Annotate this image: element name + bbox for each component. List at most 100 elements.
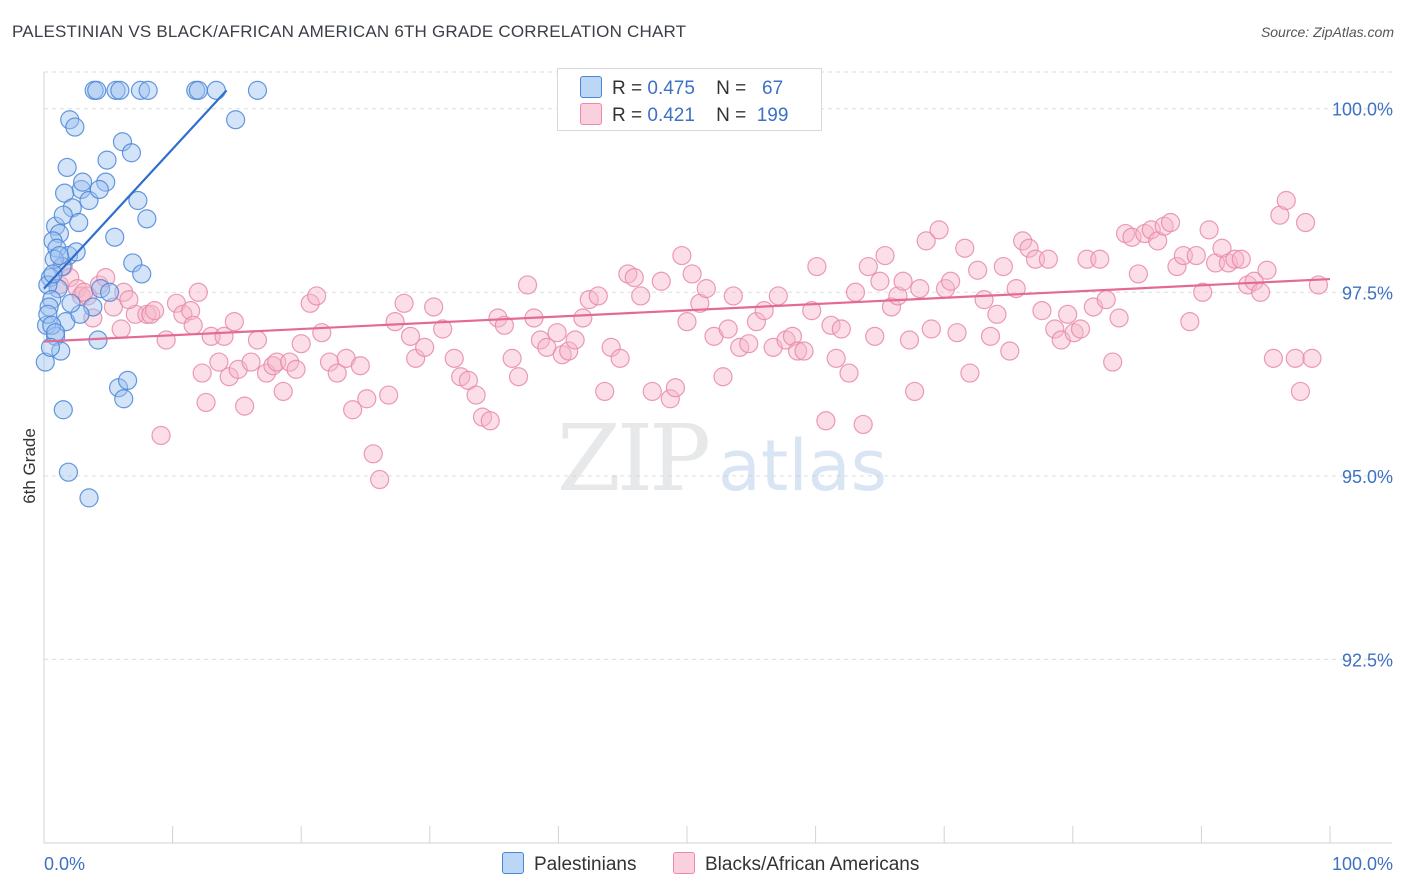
legend-swatch-blue [580, 76, 602, 98]
pink-data-point [552, 345, 572, 365]
pink-data-point [1115, 223, 1136, 244]
pink-data-point [696, 279, 716, 299]
blue-data-point [40, 337, 61, 357]
blue-data-point [110, 80, 130, 100]
pink-data-point [444, 348, 464, 368]
pink-data-point [893, 271, 913, 291]
pink-data-point [1032, 301, 1052, 321]
legend-r-value-pink: 0.421 [647, 105, 695, 126]
pink-data-point [754, 301, 774, 321]
stats-legend-row-blue: R = 0.475 N = 67 [580, 76, 783, 100]
pink-data-point [565, 330, 585, 350]
pink-data-point [517, 275, 538, 295]
pink-data-point [1154, 216, 1174, 236]
pink-data-point [1285, 348, 1305, 368]
pink-data-point [1103, 352, 1123, 372]
pink-data-point [713, 367, 733, 387]
pink-data-point [839, 363, 859, 383]
pink-data-point [508, 367, 529, 387]
pink-data-point [494, 315, 514, 335]
pink-data-point [502, 348, 522, 368]
pink-data-point [1109, 308, 1129, 328]
pink-data-point [929, 220, 949, 240]
y-axis-title: 6th Grade [20, 428, 39, 504]
blue-data-point [79, 488, 99, 508]
pink-data-point [960, 363, 980, 383]
pink-data-point [968, 260, 988, 280]
pink-data-point [209, 352, 229, 372]
pink-data-point [980, 326, 1001, 346]
pink-data-point [1295, 212, 1316, 233]
axis-layer [43, 72, 1392, 844]
legend-label-palestinians: Palestinians [534, 854, 637, 875]
pink-data-point [921, 319, 941, 339]
pink-data-point [1090, 249, 1110, 269]
x-tick-label-right: 100.0% [1332, 854, 1393, 874]
pink-points-layer [49, 190, 1329, 490]
pink-data-point [746, 312, 767, 332]
pink-data-point [826, 348, 846, 368]
pink-data-point [192, 363, 212, 383]
pink-data-point [241, 352, 261, 372]
pink-data-point [1263, 348, 1284, 368]
pink-data-point [1225, 249, 1245, 269]
y-tick-label: 97.5% [1342, 283, 1393, 303]
blue-data-point [53, 205, 73, 225]
pink-data-point [1250, 282, 1271, 302]
pink-data-point [151, 425, 171, 446]
blue-data-point [138, 80, 158, 100]
pink-data-point [595, 381, 615, 402]
blue-data-point [58, 462, 79, 482]
pink-data-point [1199, 220, 1219, 240]
pink-data-point [910, 279, 930, 299]
pink-data-point [141, 304, 161, 324]
pink-data-point [1019, 238, 1039, 258]
pink-data-point [224, 312, 244, 332]
pink-trend-line [43, 277, 1331, 343]
pink-data-point [1038, 249, 1058, 269]
pink-data-point [845, 282, 866, 302]
watermark-zip: ZIP [557, 405, 708, 512]
pink-data-point [947, 323, 967, 343]
pink-data-point [1193, 282, 1213, 302]
pink-data-point [181, 301, 201, 321]
legend-swatch-pink [580, 103, 602, 125]
pink-data-point [343, 400, 363, 420]
blue-data-point [247, 80, 268, 100]
blue-data-point [130, 80, 151, 100]
pink-data-point [768, 286, 788, 306]
pink-data-point [618, 264, 638, 284]
pink-data-point [718, 319, 738, 339]
blue-data-point [226, 110, 246, 130]
blue-data-point [49, 223, 70, 244]
pink-data-point [559, 341, 579, 361]
blue-data-point [42, 290, 62, 310]
legend-r-label: R = [612, 78, 643, 99]
legend-item-palestinians: Palestinians [502, 852, 636, 876]
blue-data-point [87, 80, 107, 100]
pink-data-point [974, 290, 994, 310]
pink-data-point [1141, 220, 1161, 240]
blue-data-point [65, 117, 85, 137]
pink-data-point [83, 308, 103, 328]
pink-data-point [424, 297, 444, 317]
pink-data-point [870, 271, 890, 291]
pink-data-point [1013, 231, 1033, 251]
pink-data-point [816, 411, 836, 431]
pink-data-point [300, 293, 320, 313]
pink-data-point [1064, 323, 1084, 343]
pink-data-point [385, 312, 405, 332]
pink-data-point [642, 381, 662, 402]
pink-data-point [379, 385, 399, 405]
pink-data-point [941, 271, 961, 291]
pink-data-point [739, 334, 759, 354]
pink-data-point [247, 330, 268, 350]
blue-data-point [96, 172, 116, 192]
pink-data-point [881, 297, 902, 317]
pink-data-point [327, 363, 347, 383]
legend-r-label: R = [612, 105, 643, 126]
pink-data-point [573, 308, 593, 328]
y-tick-label: 100.0% [1332, 100, 1393, 120]
blue-data-point [206, 80, 226, 100]
legend-swatch-pink [673, 852, 695, 874]
